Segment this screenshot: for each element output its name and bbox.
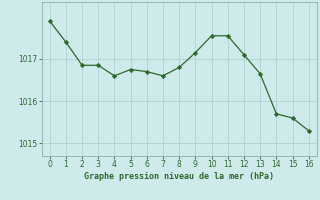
X-axis label: Graphe pression niveau de la mer (hPa): Graphe pression niveau de la mer (hPa): [84, 172, 274, 181]
